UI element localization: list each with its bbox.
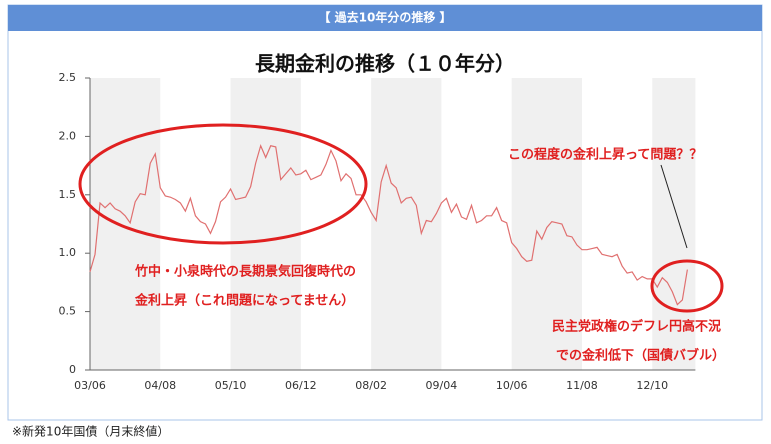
x-tick-label: 12/10 — [636, 379, 668, 392]
x-tick-label: 09/04 — [426, 379, 458, 392]
y-tick-label: 1.5 — [59, 188, 77, 201]
x-tick-label: 03/06 — [74, 379, 106, 392]
y-tick-label: 0.5 — [59, 305, 77, 318]
header-bar — [8, 5, 762, 31]
x-tick-label: 04/08 — [144, 379, 176, 392]
annotation: 竹中・小泉時代の長期景気回復時代の — [134, 264, 356, 280]
x-tick-label: 05/10 — [215, 379, 247, 392]
annotation: 民主党政権のデフレ円高不況 — [552, 319, 721, 335]
chart-title: 長期金利の推移（１０年分） — [255, 52, 515, 76]
x-tick-label: 10/06 — [496, 379, 528, 392]
line-series — [89, 143, 688, 306]
band — [511, 78, 582, 370]
band — [230, 78, 301, 370]
band — [652, 78, 696, 370]
annotation: 金利上昇（これ問題になってません） — [134, 293, 354, 309]
annotation: での金利低下（国債バブル） — [556, 348, 725, 364]
highlight-ellipse — [650, 259, 724, 313]
plot: 0 0.5 1.0 1.5 2.0 2.5 03/06 04/08 05/10 06/12 08/0… — [59, 71, 696, 392]
highlight-ellipse — [78, 123, 368, 245]
bands — [90, 78, 696, 370]
y-tick-label: 0 — [69, 363, 76, 376]
pointer-line — [660, 164, 688, 249]
x-tick-label: 08/02 — [355, 379, 387, 392]
y-tick-label: 2.5 — [59, 71, 77, 84]
y-tick-label: 1.0 — [59, 246, 77, 259]
band — [371, 78, 442, 370]
x-tick-label: 06/12 — [285, 379, 317, 392]
footnote: ※新発10年国債（月末終値） — [12, 424, 169, 439]
header: 【 過去10年分の推移 】 — [318, 10, 451, 25]
band — [90, 78, 161, 370]
x-tick-label: 11/08 — [566, 379, 598, 392]
y-tick-label: 2.0 — [59, 129, 77, 142]
annotation: この程度の金利上昇って問題？？ — [508, 147, 702, 163]
